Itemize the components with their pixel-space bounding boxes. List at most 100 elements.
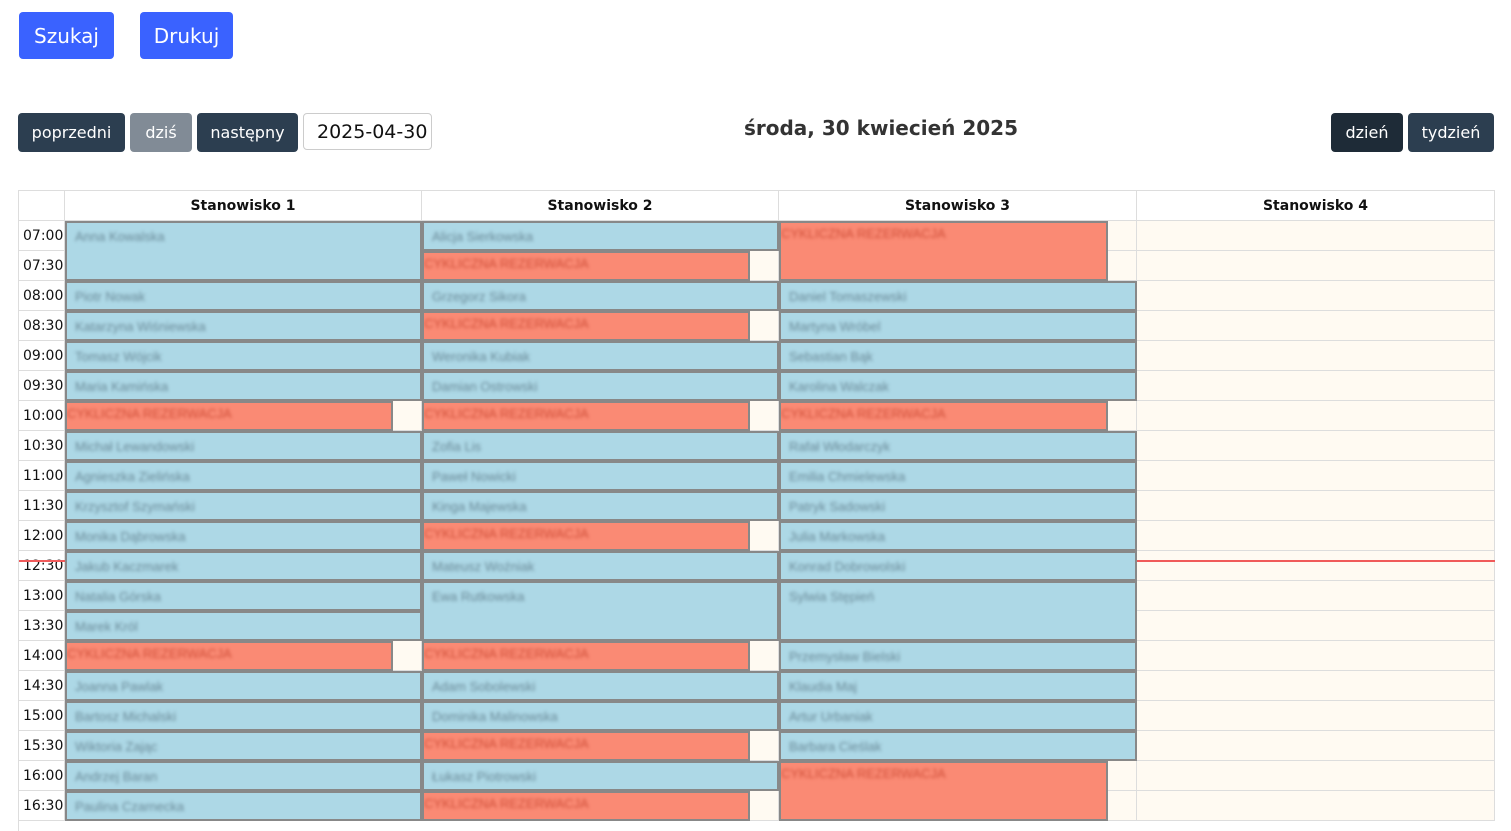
time-slot[interactable] [1137, 371, 1495, 401]
reservation-event[interactable]: Bartosz Michalski [65, 701, 422, 731]
current-time-line [1137, 560, 1495, 562]
time-slot[interactable] [1137, 491, 1495, 521]
cyclic-reservation-event[interactable]: CYKLICZNA REZERWACJA [422, 791, 750, 821]
reservation-event[interactable]: Barbara Cieślak [779, 731, 1137, 761]
reservation-event[interactable]: Daniel Tomaszewski [779, 281, 1137, 311]
time-slot[interactable] [1137, 701, 1495, 731]
reservation-event[interactable]: Piotr Nowak [65, 281, 422, 311]
today-button[interactable]: dziś [130, 113, 192, 152]
event-label: Martyna Wróbel [789, 319, 881, 334]
reservation-event[interactable]: Paweł Nowicki [422, 461, 779, 491]
reservation-event[interactable]: Jakub Kaczmarek [65, 551, 422, 581]
reservation-event[interactable]: Karolina Walczak [779, 371, 1137, 401]
reservation-event[interactable]: Tomasz Wójcik [65, 341, 422, 371]
time-slot[interactable] [1137, 581, 1495, 611]
time-label: 16:30 [19, 791, 65, 821]
time-slot[interactable] [1137, 281, 1495, 311]
time-label: 15:00 [19, 701, 65, 731]
cyclic-reservation-event[interactable]: CYKLICZNA REZERWACJA [65, 641, 393, 671]
reservation-event[interactable]: Grzegorz Sikora [422, 281, 779, 311]
reservation-event[interactable]: Alicja Sierkowska [422, 221, 779, 251]
reservation-event[interactable]: Weronika Kubiak [422, 341, 779, 371]
event-label: CYKLICZNA REZERWACJA [424, 316, 589, 331]
reservation-event[interactable]: Patryk Sadowski [779, 491, 1137, 521]
time-slot[interactable] [1137, 521, 1495, 551]
print-button[interactable]: Drukuj [140, 12, 233, 59]
reservation-event[interactable]: Sebastian Bąk [779, 341, 1137, 371]
time-slot[interactable] [1137, 641, 1495, 671]
reservation-event[interactable]: Klaudia Maj [779, 671, 1137, 701]
time-slot[interactable] [1137, 611, 1495, 641]
reservation-event[interactable]: Konrad Dobrowolski [779, 551, 1137, 581]
event-label: Patryk Sadowski [789, 499, 886, 514]
time-slot[interactable] [1137, 431, 1495, 461]
event-label: Wiktoria Zając [75, 739, 158, 754]
cyclic-reservation-event[interactable]: CYKLICZNA REZERWACJA [422, 641, 750, 671]
column-header: Stanowisko 2 [422, 191, 779, 221]
reservation-event[interactable]: Damian Ostrowski [422, 371, 779, 401]
reservation-event[interactable]: Paulina Czarnecka [65, 791, 422, 821]
reservation-event[interactable]: Natalia Górska [65, 581, 422, 611]
time-slot[interactable] [1137, 671, 1495, 701]
reservation-event[interactable]: Artur Urbaniak [779, 701, 1137, 731]
reservation-event[interactable]: Kinga Majewska [422, 491, 779, 521]
reservation-event[interactable]: Maria Kamińska [65, 371, 422, 401]
time-slot[interactable] [1137, 221, 1495, 251]
reservation-event[interactable]: Sylwia Stępień [779, 581, 1137, 641]
event-label: Tomasz Wójcik [75, 349, 162, 364]
event-label: Andrzej Baran [75, 769, 158, 784]
reservation-event[interactable]: Adam Sobolewski [422, 671, 779, 701]
time-slot[interactable] [1137, 461, 1495, 491]
time-slot[interactable] [1137, 311, 1495, 341]
reservation-event[interactable]: Monika Dąbrowska [65, 521, 422, 551]
reservation-event[interactable]: Katarzyna Wiśniewska [65, 311, 422, 341]
reservation-event[interactable]: Krzysztof Szymański [65, 491, 422, 521]
next-button[interactable]: następny [197, 113, 298, 152]
reservation-event[interactable]: Ewa Rutkowska [422, 581, 779, 641]
search-button[interactable]: Szukaj [19, 12, 114, 59]
time-slot[interactable] [1137, 251, 1495, 281]
event-label: Katarzyna Wiśniewska [75, 319, 206, 334]
reservation-event[interactable]: Zofia Lis [422, 431, 779, 461]
cyclic-reservation-event[interactable]: CYKLICZNA REZERWACJA [422, 401, 750, 431]
cyclic-reservation-event[interactable]: CYKLICZNA REZERWACJA [422, 311, 750, 341]
reservation-event[interactable]: Wiktoria Zając [65, 731, 422, 761]
event-label: Monika Dąbrowska [75, 529, 186, 544]
time-slot[interactable] [1137, 761, 1495, 791]
reservation-event[interactable]: Anna Kowalska [65, 221, 422, 281]
cyclic-reservation-event[interactable]: CYKLICZNA REZERWACJA [65, 401, 393, 431]
view-day-button[interactable]: dzień [1331, 113, 1403, 152]
event-label: CYKLICZNA REZERWACJA [67, 646, 232, 661]
current-time-line [19, 560, 65, 562]
cyclic-reservation-event[interactable]: CYKLICZNA REZERWACJA [779, 221, 1108, 281]
cyclic-reservation-event[interactable]: CYKLICZNA REZERWACJA [779, 401, 1108, 431]
reservation-event[interactable]: Łukasz Piotrowski [422, 761, 779, 791]
reservation-event[interactable]: Julia Markowska [779, 521, 1137, 551]
reservation-event[interactable]: Mateusz Woźniak [422, 551, 779, 581]
time-slot[interactable] [1137, 731, 1495, 761]
cyclic-reservation-event[interactable]: CYKLICZNA REZERWACJA [422, 521, 750, 551]
event-label: Zofia Lis [432, 439, 482, 454]
time-slot[interactable] [1137, 551, 1495, 581]
reservation-event[interactable]: Michał Lewandowski [65, 431, 422, 461]
reservation-event[interactable]: Martyna Wróbel [779, 311, 1137, 341]
cyclic-reservation-event[interactable]: CYKLICZNA REZERWACJA [422, 251, 750, 281]
reservation-event[interactable]: Joanna Pawlak [65, 671, 422, 701]
time-slot[interactable] [1137, 401, 1495, 431]
time-slot[interactable] [1137, 341, 1495, 371]
cyclic-reservation-event[interactable]: CYKLICZNA REZERWACJA [422, 731, 750, 761]
reservation-event[interactable]: Andrzej Baran [65, 761, 422, 791]
reservation-event[interactable]: Agnieszka Zielińska [65, 461, 422, 491]
view-week-button[interactable]: tydzień [1408, 113, 1494, 152]
time-label: 15:30 [19, 731, 65, 761]
reservation-event[interactable]: Marek Król [65, 611, 422, 641]
reservation-event[interactable]: Dominika Malinowska [422, 701, 779, 731]
time-slot[interactable] [1137, 791, 1495, 821]
cyclic-reservation-event[interactable]: CYKLICZNA REZERWACJA [779, 761, 1108, 821]
date-input[interactable]: 2025-04-30 [303, 113, 432, 150]
prev-button[interactable]: poprzedni [18, 113, 125, 152]
reservation-event[interactable]: Rafał Włodarczyk [779, 431, 1137, 461]
reservation-event[interactable]: Emilia Chmielewska [779, 461, 1137, 491]
reservation-event[interactable]: Przemysław Bielski [779, 641, 1137, 671]
event-label: Przemysław Bielski [789, 649, 901, 664]
